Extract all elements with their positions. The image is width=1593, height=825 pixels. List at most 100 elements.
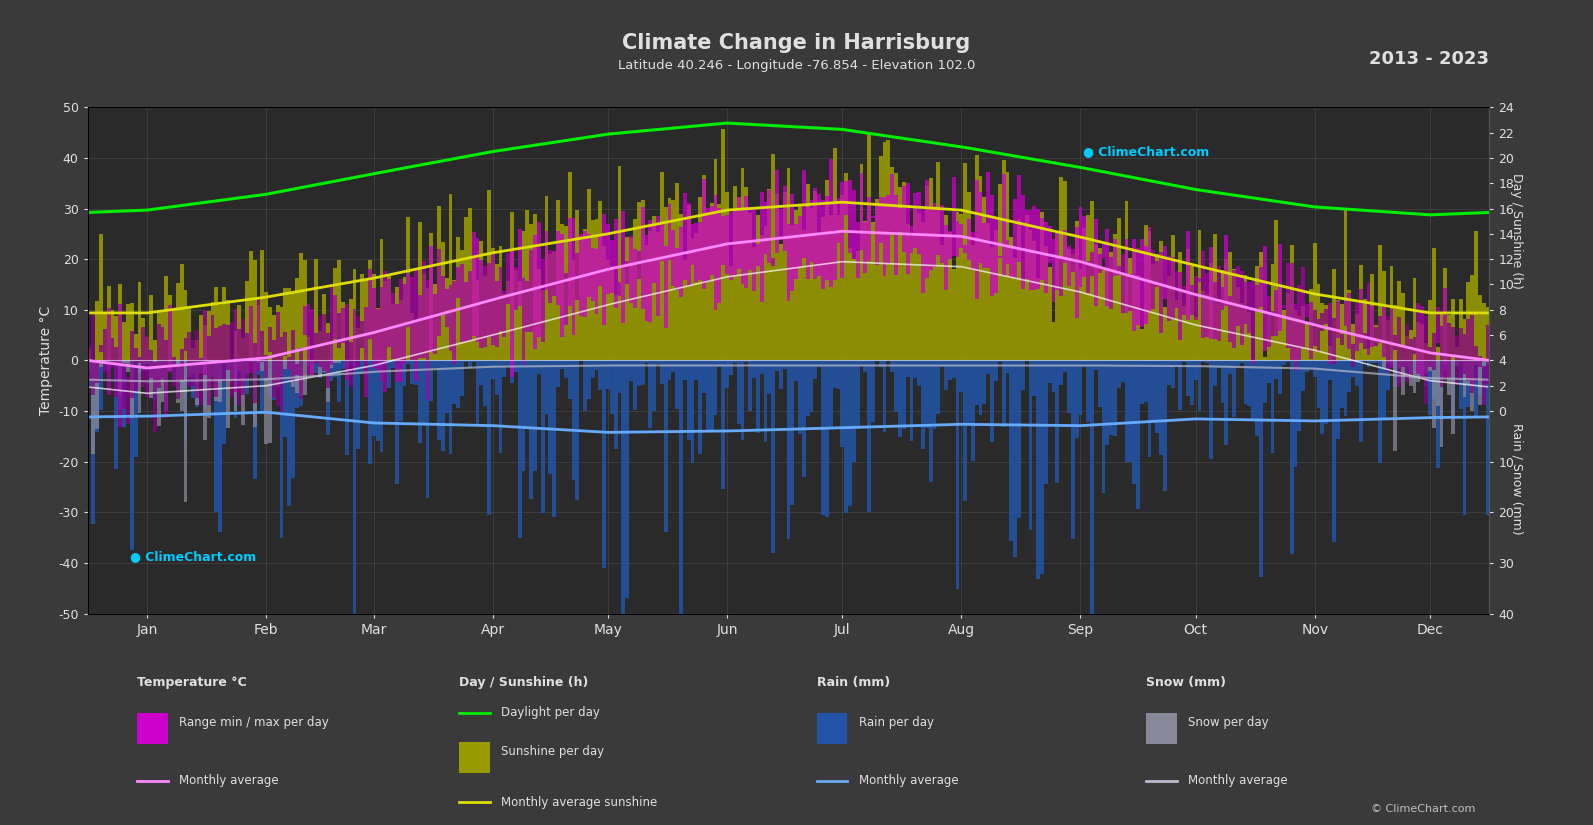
Bar bbox=[1474, 231, 1478, 361]
Bar bbox=[1086, 361, 1090, 422]
Bar bbox=[1424, 316, 1427, 403]
Bar bbox=[330, 285, 333, 365]
Bar bbox=[833, 203, 836, 280]
Bar bbox=[164, 340, 169, 418]
Bar bbox=[325, 333, 330, 388]
Bar bbox=[991, 361, 994, 442]
Bar bbox=[1032, 242, 1037, 361]
Bar bbox=[1467, 319, 1470, 381]
Bar bbox=[1297, 285, 1301, 360]
Bar bbox=[502, 361, 507, 378]
Bar bbox=[199, 361, 202, 373]
Bar bbox=[602, 246, 605, 361]
Bar bbox=[1193, 317, 1198, 361]
Bar bbox=[472, 361, 476, 362]
Bar bbox=[237, 361, 241, 371]
Bar bbox=[1386, 320, 1389, 361]
Bar bbox=[256, 361, 260, 375]
Bar bbox=[398, 300, 403, 361]
Bar bbox=[188, 361, 191, 372]
Bar bbox=[561, 234, 564, 337]
Bar bbox=[398, 361, 403, 422]
Bar bbox=[632, 361, 637, 410]
Bar bbox=[495, 281, 499, 346]
Bar bbox=[430, 233, 433, 361]
Bar bbox=[1094, 361, 1098, 370]
Bar bbox=[1313, 243, 1317, 361]
Bar bbox=[1005, 172, 1010, 361]
Bar bbox=[828, 214, 833, 361]
Bar bbox=[1421, 306, 1424, 378]
Bar bbox=[357, 361, 360, 449]
Bar bbox=[491, 361, 495, 379]
Bar bbox=[137, 713, 167, 744]
Bar bbox=[580, 234, 583, 316]
Bar bbox=[1016, 219, 1021, 361]
Bar bbox=[115, 361, 118, 363]
Bar bbox=[1367, 361, 1370, 367]
Bar bbox=[1351, 361, 1356, 377]
Bar bbox=[572, 219, 575, 336]
Bar bbox=[1324, 309, 1329, 324]
Bar bbox=[548, 253, 553, 361]
Bar bbox=[1121, 273, 1125, 361]
Bar bbox=[202, 361, 207, 440]
Bar bbox=[1037, 361, 1040, 579]
Bar bbox=[867, 361, 871, 512]
Text: Rain per day: Rain per day bbox=[859, 716, 933, 729]
Bar bbox=[368, 361, 371, 464]
Bar bbox=[637, 202, 640, 361]
Bar bbox=[406, 217, 411, 361]
Bar bbox=[188, 361, 191, 376]
Bar bbox=[844, 173, 847, 361]
Bar bbox=[836, 361, 841, 389]
Bar bbox=[384, 361, 387, 365]
Bar bbox=[683, 192, 687, 280]
Bar bbox=[1451, 299, 1454, 361]
Bar bbox=[403, 284, 406, 364]
Bar bbox=[145, 336, 150, 397]
Bar bbox=[349, 342, 352, 387]
Bar bbox=[1416, 303, 1421, 375]
Bar bbox=[1193, 361, 1198, 380]
Bar bbox=[605, 261, 610, 361]
Bar bbox=[1432, 361, 1435, 428]
Bar bbox=[1090, 361, 1094, 614]
Bar bbox=[540, 290, 545, 361]
Bar bbox=[929, 361, 932, 482]
Bar bbox=[591, 361, 594, 379]
Bar bbox=[1043, 222, 1048, 293]
Bar bbox=[1109, 257, 1114, 309]
Bar bbox=[164, 276, 169, 361]
Bar bbox=[771, 154, 776, 361]
Bar bbox=[241, 361, 245, 425]
Bar bbox=[1037, 209, 1040, 289]
Bar bbox=[131, 361, 134, 549]
Bar bbox=[425, 361, 430, 498]
Bar bbox=[436, 361, 441, 440]
Bar bbox=[395, 361, 398, 484]
Bar bbox=[1109, 361, 1114, 436]
Bar bbox=[886, 196, 890, 264]
Bar bbox=[1133, 361, 1136, 483]
Bar bbox=[280, 307, 284, 361]
Bar bbox=[1255, 285, 1258, 310]
Bar bbox=[1075, 361, 1078, 437]
Bar bbox=[1247, 312, 1252, 361]
Bar bbox=[1421, 361, 1424, 375]
Bar bbox=[287, 361, 292, 370]
Bar bbox=[256, 305, 260, 361]
Bar bbox=[1362, 299, 1367, 361]
Bar bbox=[1446, 323, 1451, 378]
Bar bbox=[1133, 239, 1136, 331]
Bar bbox=[249, 361, 253, 362]
Bar bbox=[169, 361, 172, 370]
Bar bbox=[330, 342, 333, 361]
Bar bbox=[951, 269, 956, 361]
Bar bbox=[1258, 361, 1263, 578]
Bar bbox=[757, 361, 760, 433]
Bar bbox=[1231, 270, 1236, 348]
Bar bbox=[863, 221, 867, 361]
Bar bbox=[1451, 361, 1454, 417]
Bar bbox=[172, 310, 175, 361]
